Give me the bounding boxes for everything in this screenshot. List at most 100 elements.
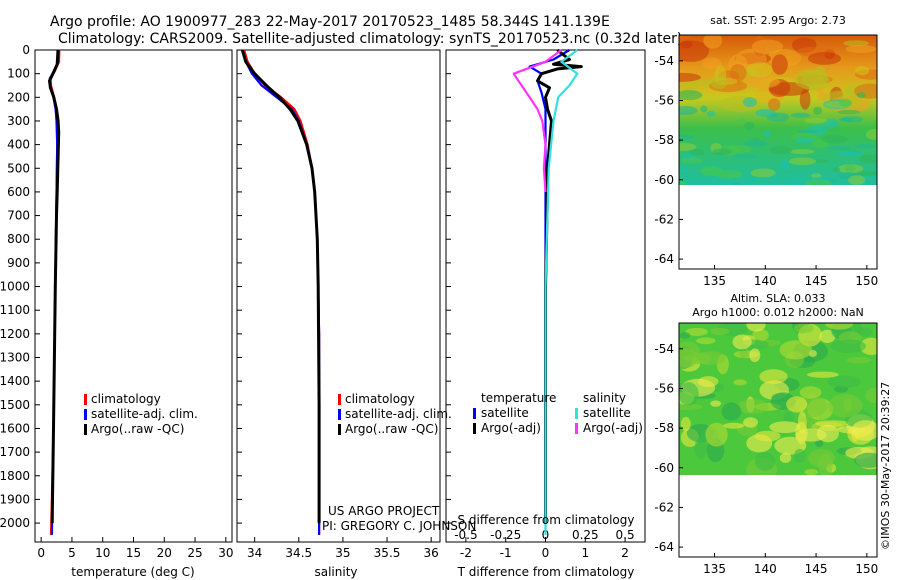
series-line-argo-raw-qc- <box>240 49 321 524</box>
map-y-tick-label: -64 <box>654 540 674 554</box>
series-line-argo-raw-qc- <box>48 49 61 524</box>
sla-map-panel: Altim. SLA: 0.033 Argo h1000: 0.012 h200… <box>654 292 878 576</box>
map-y-tick-label: -54 <box>654 54 674 68</box>
credit-pi: PI: GREGORY C. JOHNSON <box>322 519 476 533</box>
sst-texture-blob <box>837 110 861 115</box>
sst-texture-blob <box>745 75 781 89</box>
sst-texture-blob <box>805 179 832 185</box>
sst-texture-blob <box>790 112 811 118</box>
map-y-tick-label: -58 <box>654 133 674 147</box>
sst-texture-blob <box>729 64 747 82</box>
y-tick-label: 500 <box>7 161 30 175</box>
sst-texture-blob <box>844 164 856 172</box>
header-line-1: Argo profile: AO 1900977_283 22-May-2017… <box>50 14 610 30</box>
difference-panel: -2 -1 0 1 2 -0.5 -0.25 0 0.25 0.5 temperature sal… <box>445 48 646 579</box>
s-tick-label: -0.25 <box>490 528 521 542</box>
sst-texture-blob <box>742 97 757 108</box>
sst-texture-blob <box>706 110 716 117</box>
sla-texture-blob <box>804 468 819 475</box>
sla-texture-blob <box>679 382 699 406</box>
legend-swatch <box>575 408 578 419</box>
s-tick-label: 0 <box>542 528 550 542</box>
sst-texture-blob <box>845 44 877 54</box>
sst-texture-blob <box>779 160 791 170</box>
sst-texture-blob <box>795 137 815 144</box>
x-tick-label: 15 <box>126 546 141 560</box>
sst-map-title: sat. SST: 2.95 Argo: 2.73 <box>710 14 846 27</box>
legend-swatch <box>84 394 87 405</box>
sla-texture-blob <box>860 337 877 355</box>
sst-texture-blob <box>679 72 702 82</box>
sla-texture-blob <box>710 400 722 407</box>
x-tick-label: 0 <box>542 546 550 560</box>
x-tick-label: 10 <box>95 546 110 560</box>
salinity-panel: 34 34.5 35 35.5 36 climatologysatellite-adj.… <box>236 49 476 579</box>
legend-swatch <box>575 423 578 434</box>
sst-texture-blob <box>789 149 815 155</box>
map-y-tick-label: -56 <box>654 381 674 395</box>
sst-texture-blob <box>732 154 760 159</box>
legend-swatch <box>473 408 476 419</box>
sst-texture-blob <box>751 39 784 54</box>
sst-texture-blob <box>787 178 801 183</box>
sst-texture-blob <box>737 118 746 125</box>
sst-texture-blob <box>743 139 768 148</box>
sla-texture-blob <box>710 327 730 335</box>
sla-texture-blob <box>722 422 745 429</box>
sla-texture-blob <box>694 351 727 365</box>
sla-texture <box>679 323 877 475</box>
sst-texture-blob <box>771 54 788 75</box>
sst-texture-blob <box>854 144 876 149</box>
imos-credit: ©IMOS 30-May-2017 20:39:27 <box>879 382 892 550</box>
sst-texture-blob <box>848 175 866 185</box>
salinity-axes-frame <box>236 49 441 543</box>
y-tick-label: 900 <box>7 256 30 270</box>
temperature-panel: 0100200300400500600700800900100011001200… <box>0 43 233 579</box>
sst-texture-blob <box>755 109 776 117</box>
y-tick-label: 600 <box>7 185 30 199</box>
map-x-tick-label: 140 <box>754 562 777 576</box>
sla-texture-blob <box>793 448 806 463</box>
x-tick-label: 0 <box>37 546 45 560</box>
sst-texture-blob <box>710 75 728 89</box>
sst-texture-blob <box>700 105 708 113</box>
sla-texture-blob <box>754 430 781 442</box>
y-tick-label: 1800 <box>0 469 30 483</box>
sst-texture-blob <box>811 173 822 179</box>
sla-texture-blob <box>854 452 877 468</box>
sst-texture-blob <box>788 157 817 166</box>
y-tick-label: 700 <box>7 209 30 223</box>
map-x-tick-label: 150 <box>855 274 878 288</box>
sst-texture-blob <box>715 170 743 179</box>
sst-texture-blob <box>679 90 703 101</box>
map-x-tick-label: 140 <box>754 274 777 288</box>
difference-series <box>512 48 583 535</box>
sla-texture-blob <box>696 337 716 345</box>
map-y-tick-label: -58 <box>654 421 674 435</box>
y-tick-label: 1300 <box>0 351 30 365</box>
s-tick-label: 0.5 <box>616 528 635 542</box>
series-line-satellite-adj-clim- <box>241 49 321 535</box>
legend-swatch <box>473 423 476 434</box>
legend-swatch <box>338 409 341 420</box>
y-tick-label: 1400 <box>0 374 30 388</box>
salinity-x-axis: 34 34.5 35 35.5 36 <box>237 49 439 560</box>
map-x-tick-label: 135 <box>703 562 726 576</box>
salinity-x-label: salinity <box>314 565 357 579</box>
sst-texture-blob <box>767 98 781 111</box>
sst-texture-blob <box>856 92 866 99</box>
sla-map-frame <box>678 322 878 558</box>
legend-swatch <box>84 409 87 420</box>
x-tick-label: 25 <box>187 546 202 560</box>
y-tick-label: 1900 <box>0 492 30 506</box>
sst-texture-blob <box>865 129 877 140</box>
series-line-satellite <box>528 49 570 524</box>
sla-texture-blob <box>769 421 801 434</box>
sst-texture-blob <box>680 168 689 174</box>
sst-texture-blob <box>743 121 755 131</box>
temperature-axes-frame <box>34 49 233 543</box>
y-tick-label: 1700 <box>0 445 30 459</box>
sla-texture-blob <box>818 453 833 475</box>
sla-texture-blob <box>743 417 758 428</box>
s-tick-label: -0.5 <box>454 528 477 542</box>
